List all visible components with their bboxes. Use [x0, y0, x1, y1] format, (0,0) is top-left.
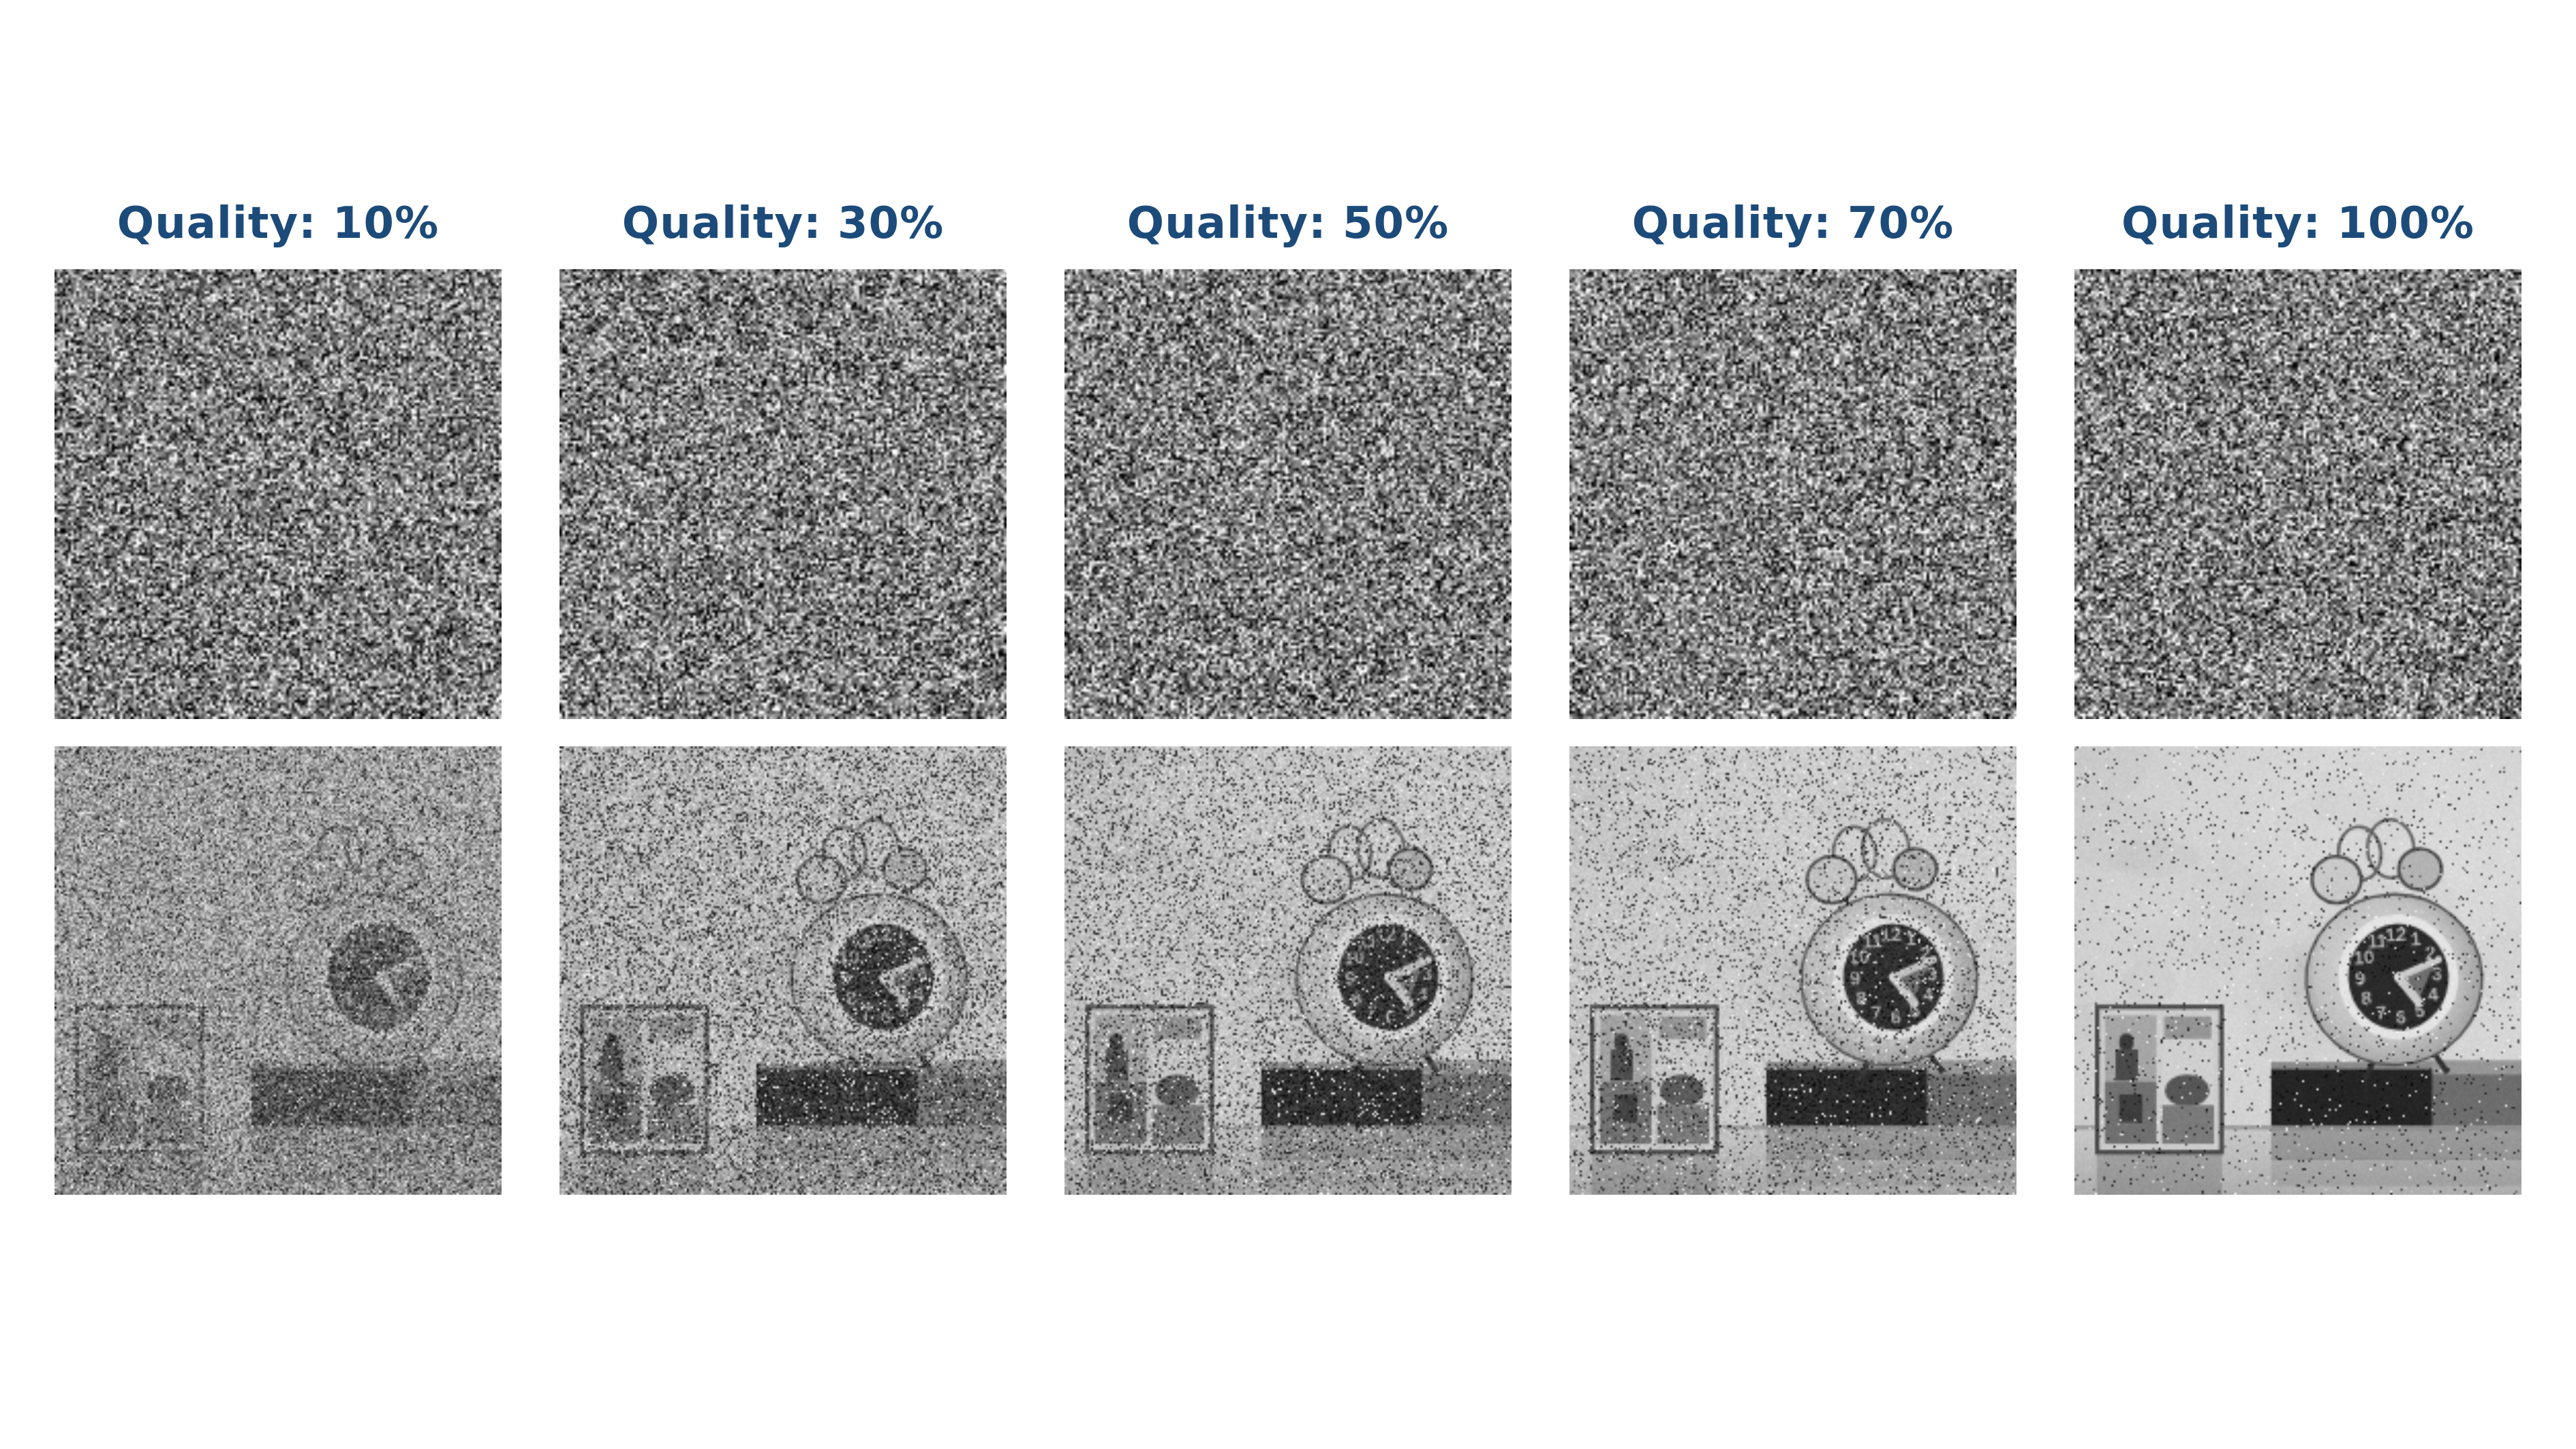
noise-image-q70 — [1569, 269, 2017, 719]
subplot-title-q100: Quality: 100% — [2121, 198, 2474, 249]
noise-image-q30 — [559, 269, 1007, 719]
subplot-title-q30: Quality: 30% — [622, 198, 945, 249]
clock-image-q30 — [559, 746, 1007, 1195]
subplot-title-q10: Quality: 10% — [117, 198, 440, 249]
clock-image-q50 — [1064, 746, 1512, 1195]
subplot-title-q70: Quality: 70% — [1631, 198, 1954, 249]
subplot-title-q50: Quality: 50% — [1126, 198, 1450, 249]
clock-image-q100 — [2074, 746, 2521, 1195]
noise-image-q50 — [1064, 269, 1512, 719]
clock-image-q10 — [55, 746, 502, 1195]
noise-image-q10 — [55, 269, 502, 719]
clock-image-q70 — [1569, 746, 2017, 1195]
noise-image-q100 — [2074, 269, 2521, 719]
